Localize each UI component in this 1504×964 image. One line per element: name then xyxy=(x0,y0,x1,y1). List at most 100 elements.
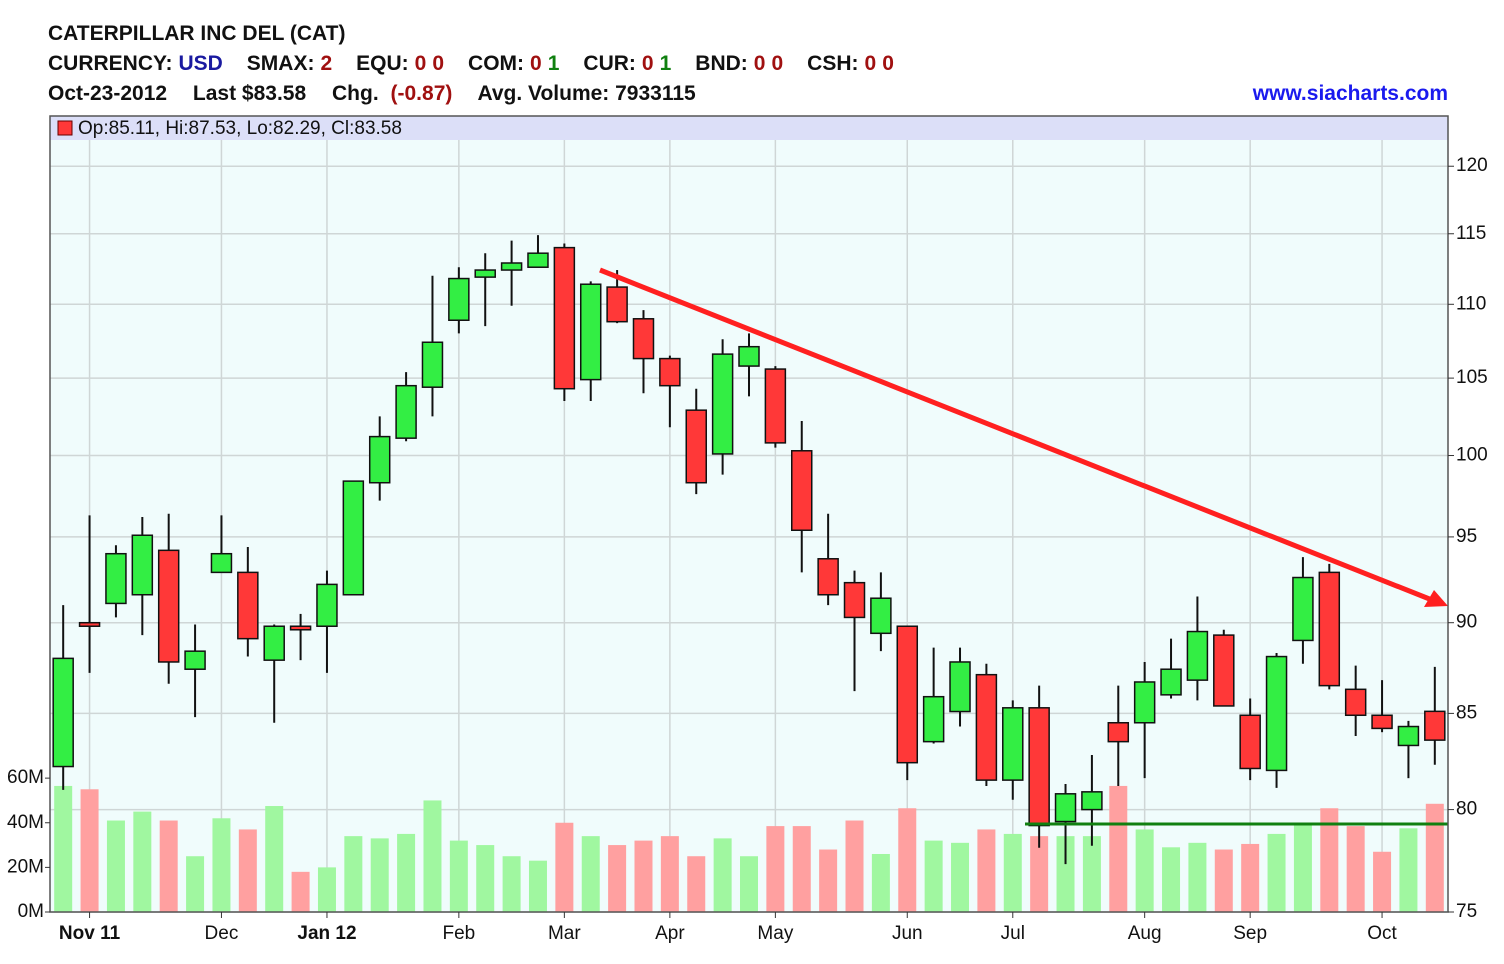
candle-body xyxy=(1292,576,1314,642)
field-label: CURRENCY: xyxy=(48,52,173,75)
y-tick-label: 80 xyxy=(1456,799,1477,820)
field: CSH: 0 0 xyxy=(807,52,894,75)
volume-bar xyxy=(713,838,732,912)
y-tick-label: 100 xyxy=(1456,445,1488,466)
fields: CURRENCY: USD SMAX: 2 EQU: 0 0 COM: 0 1 CUR: 0 1 BND:… xyxy=(48,52,918,76)
candle-body xyxy=(500,262,523,271)
volume-bar xyxy=(159,820,178,912)
candle-body xyxy=(474,269,496,278)
candle-body xyxy=(368,435,391,484)
candle-body xyxy=(105,552,127,605)
candle-body xyxy=(1239,714,1261,770)
x-tick-label: Sep xyxy=(1233,923,1267,944)
x-tick-label: Mar xyxy=(548,923,581,944)
candle-body xyxy=(131,534,154,596)
y-tick-label: 115 xyxy=(1456,223,1486,244)
volume-bar xyxy=(265,806,284,912)
volume-bar xyxy=(502,856,521,912)
volume-bar xyxy=(1346,826,1365,912)
y-tick-label: 85 xyxy=(1456,702,1477,723)
candle-body xyxy=(78,621,101,627)
candle-body xyxy=(1344,688,1367,717)
candle-body xyxy=(949,661,971,713)
field-label: CSH: xyxy=(807,52,859,75)
x-tick-label: Apr xyxy=(655,923,685,944)
candle-body xyxy=(157,549,180,663)
field-label: CUR: xyxy=(583,52,636,75)
candle-body xyxy=(817,558,839,596)
volume-bar xyxy=(766,826,785,912)
volume-bar xyxy=(1293,823,1312,912)
x-tick-label: Aug xyxy=(1128,923,1162,944)
title: CATERPILLAR INC DEL (CAT) xyxy=(48,22,346,45)
candle-body xyxy=(316,583,338,627)
volume-bar xyxy=(133,811,152,912)
y-tick-label: 90 xyxy=(1456,612,1477,633)
avg-volume: Avg. Volume: 7933115 xyxy=(477,82,696,105)
y-tick-label: 120 xyxy=(1456,155,1488,176)
volume-bar xyxy=(291,871,310,912)
volume-bar xyxy=(1056,836,1075,912)
field-value: 0 xyxy=(641,52,654,75)
candle-body xyxy=(870,597,892,635)
plot-bg xyxy=(50,116,1448,912)
volume-bar xyxy=(54,785,73,912)
candle-body xyxy=(685,409,707,484)
legend-text: Op:85.11, Hi:87.53, Lo:82.29, Cl:83.58 xyxy=(78,118,402,139)
field-value: 0 xyxy=(753,52,766,75)
y-tick-label: 110 xyxy=(1456,293,1486,314)
candle-body xyxy=(289,625,312,631)
summary: Oct-23-2012 Last $83.58 Chg. (-0.87) Avg… xyxy=(48,82,716,106)
candle-body xyxy=(579,283,602,381)
candle-body xyxy=(1371,714,1393,730)
volume-bar xyxy=(1425,803,1444,912)
volume-bar xyxy=(370,838,389,912)
candle-body xyxy=(659,357,681,387)
change-label: Chg. xyxy=(332,82,379,105)
url[interactable]: www.siacharts.com xyxy=(1252,82,1448,105)
field-value: USD xyxy=(178,52,223,75)
field: EQU: 0 0 xyxy=(356,52,444,75)
volume-bar xyxy=(1373,851,1392,912)
field-value: 0 xyxy=(864,52,877,75)
volume-bar xyxy=(1162,847,1181,912)
y2-tick-label: 0M xyxy=(18,901,44,922)
volume-bar xyxy=(1188,842,1207,912)
volume-bar xyxy=(1109,785,1128,912)
candle-body xyxy=(738,345,760,367)
x-tick-label: May xyxy=(757,923,793,944)
volume-bar xyxy=(924,840,943,912)
candle-body xyxy=(1081,791,1103,811)
candle-body xyxy=(1397,725,1420,747)
field-label: COM: xyxy=(468,52,525,75)
volume-bar xyxy=(106,820,125,912)
candle-body xyxy=(1054,793,1077,823)
candle-body xyxy=(896,625,919,764)
candle-body xyxy=(210,552,233,574)
field-label: BND: xyxy=(695,52,748,75)
field-value: 1 xyxy=(547,52,560,75)
candle-body xyxy=(263,625,285,661)
candle-body xyxy=(1265,655,1288,772)
y2-tick-label: 60M xyxy=(7,767,44,788)
volume-bar xyxy=(212,818,231,912)
volume-bar xyxy=(1082,836,1101,912)
field-label: EQU: xyxy=(356,52,409,75)
x-tick-label: Nov 11 xyxy=(59,923,121,944)
volume-bar xyxy=(1267,833,1286,912)
volume-bar xyxy=(634,840,653,912)
field: COM: 0 1 xyxy=(468,52,559,75)
field-value: 2 xyxy=(320,52,333,75)
volume-bar xyxy=(871,853,890,912)
volume-bar xyxy=(317,867,336,912)
legend-strip xyxy=(50,116,1448,140)
field: CUR: 0 1 xyxy=(583,52,671,75)
field-value: 1 xyxy=(659,52,672,75)
candle-body xyxy=(52,657,74,768)
volume-bar xyxy=(476,845,495,912)
candle-body xyxy=(1186,630,1209,681)
field-value: 0 xyxy=(882,52,894,75)
volume-bar xyxy=(186,856,205,912)
volume-bar xyxy=(1003,833,1022,912)
